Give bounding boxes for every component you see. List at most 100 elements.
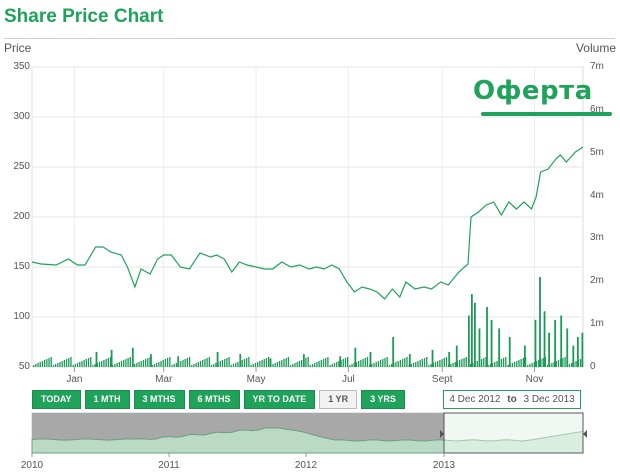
volume-bar[interactable] xyxy=(90,357,92,367)
volume-bar[interactable] xyxy=(166,358,169,367)
volume-bar[interactable] xyxy=(241,360,243,367)
volume-bar[interactable] xyxy=(199,361,202,367)
volume-bar[interactable] xyxy=(150,354,152,367)
volume-bar[interactable] xyxy=(500,359,503,367)
volume-bar[interactable] xyxy=(213,364,215,367)
volume-bar[interactable] xyxy=(252,364,254,367)
volume-bar[interactable] xyxy=(543,311,546,367)
volume-bar[interactable] xyxy=(35,364,37,367)
volume-bar[interactable] xyxy=(443,358,445,367)
volume-bar[interactable] xyxy=(459,360,461,367)
volume-bar[interactable] xyxy=(399,360,402,367)
volume-bar[interactable] xyxy=(437,361,439,367)
volume-bar[interactable] xyxy=(349,365,351,367)
volume-bar[interactable] xyxy=(261,360,263,367)
volume-bar[interactable] xyxy=(566,328,569,367)
volume-bar[interactable] xyxy=(419,360,421,367)
volume-bar[interactable] xyxy=(307,357,309,367)
volume-bar[interactable] xyxy=(101,361,103,367)
volume-bar[interactable] xyxy=(125,359,127,367)
volume-bar[interactable] xyxy=(235,363,237,367)
volume-bar[interactable] xyxy=(239,354,242,367)
volume-bar[interactable] xyxy=(496,361,498,367)
volume-bar[interactable] xyxy=(153,364,156,367)
volume-bar[interactable] xyxy=(455,345,458,367)
volume-bar[interactable] xyxy=(522,358,525,367)
volume-bar[interactable] xyxy=(529,364,531,367)
volume-bar[interactable] xyxy=(421,359,423,367)
volume-bar[interactable] xyxy=(448,352,451,367)
volume-bar[interactable] xyxy=(50,357,52,367)
volume-bar[interactable] xyxy=(404,358,406,367)
volume-bar[interactable] xyxy=(116,363,118,367)
volume-bar[interactable] xyxy=(289,365,292,367)
volume-bar[interactable] xyxy=(434,362,437,367)
volume-bar[interactable] xyxy=(296,362,298,367)
range-button[interactable]: TODAY xyxy=(32,390,81,409)
volume-bar[interactable] xyxy=(320,360,322,367)
volume-bar[interactable] xyxy=(535,361,538,367)
volume-bar[interactable] xyxy=(171,365,173,367)
volume-bar[interactable] xyxy=(48,358,50,367)
volume-bar[interactable] xyxy=(540,359,542,367)
volume-bar[interactable] xyxy=(206,358,208,367)
volume-bar[interactable] xyxy=(269,358,272,367)
volume-bar[interactable] xyxy=(336,362,338,367)
volume-bar[interactable] xyxy=(498,328,501,367)
volume-bar[interactable] xyxy=(397,361,399,367)
volume-bar[interactable] xyxy=(216,352,219,367)
volume-bar[interactable] xyxy=(533,362,535,367)
volume-bar[interactable] xyxy=(79,362,81,367)
volume-bar[interactable] xyxy=(476,361,478,367)
volume-bar[interactable] xyxy=(123,360,125,367)
volume-bar[interactable] xyxy=(489,364,492,367)
volume-bar[interactable] xyxy=(369,352,372,367)
volume-bar[interactable] xyxy=(278,361,281,367)
volume-bar[interactable] xyxy=(254,363,257,367)
volume-bar[interactable] xyxy=(474,302,476,367)
volume-bar[interactable] xyxy=(560,315,563,367)
volume-bar[interactable] xyxy=(76,363,79,367)
volume-bar[interactable] xyxy=(531,363,533,367)
volume-bar[interactable] xyxy=(485,357,487,367)
volume-bar[interactable] xyxy=(470,294,473,367)
volume-bar[interactable] xyxy=(441,359,443,367)
volume-bar[interactable] xyxy=(486,307,488,367)
volume-bar[interactable] xyxy=(149,357,151,367)
volume-bar[interactable] xyxy=(184,359,186,367)
volume-bar[interactable] xyxy=(452,363,454,367)
volume-bar[interactable] xyxy=(140,361,142,367)
volume-bar[interactable] xyxy=(298,361,301,367)
volume-bar[interactable] xyxy=(61,361,63,367)
volume-bar[interactable] xyxy=(386,357,388,367)
date-range-display[interactable]: 4 Dec 2012 to 3 Dec 2013 xyxy=(443,390,581,409)
volume-bar[interactable] xyxy=(388,365,391,367)
volume-bar[interactable] xyxy=(129,357,131,367)
volume-bar[interactable] xyxy=(175,363,178,367)
volume-bar[interactable] xyxy=(360,360,362,367)
volume-bar[interactable] xyxy=(105,359,107,367)
volume-bar[interactable] xyxy=(144,359,147,367)
volume-bar[interactable] xyxy=(480,359,483,367)
volume-bar[interactable] xyxy=(362,359,364,367)
volume-bar[interactable] xyxy=(138,362,140,367)
volume-bar[interactable] xyxy=(136,363,138,367)
volume-bar[interactable] xyxy=(131,347,134,367)
volume-bar[interactable] xyxy=(539,277,541,367)
navigator-handle-right-icon[interactable] xyxy=(583,430,587,438)
volume-bar[interactable] xyxy=(342,359,344,367)
volume-bar[interactable] xyxy=(327,357,329,367)
volume-bar[interactable] xyxy=(186,358,189,367)
volume-bar[interactable] xyxy=(344,358,347,367)
volume-bar[interactable] xyxy=(478,328,481,367)
range-button[interactable]: 3 MTHS xyxy=(133,390,185,409)
volume-bar[interactable] xyxy=(127,358,129,367)
volume-bar[interactable] xyxy=(392,337,395,367)
volume-bar[interactable] xyxy=(191,365,193,367)
volume-bar[interactable] xyxy=(538,360,540,367)
volume-bar[interactable] xyxy=(542,358,544,367)
volume-bar[interactable] xyxy=(109,357,112,367)
volume-bar[interactable] xyxy=(219,361,221,367)
volume-bar[interactable] xyxy=(95,352,98,367)
volume-bar[interactable] xyxy=(98,362,101,367)
